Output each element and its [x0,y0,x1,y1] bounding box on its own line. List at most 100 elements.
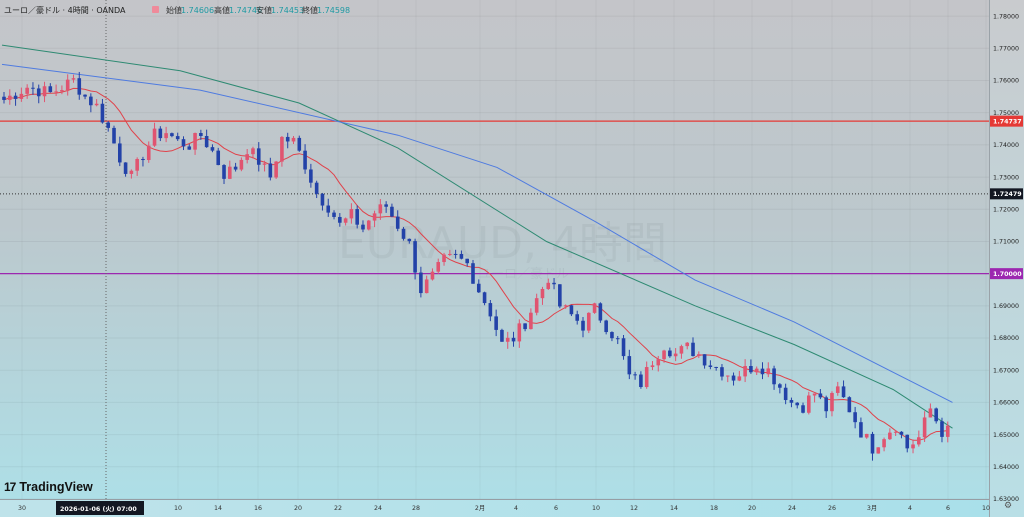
watermark-symbol: EURAUD, 4時間 [338,218,667,269]
candle-body [569,305,574,315]
x-tick-label: 14 [214,505,222,512]
time-axis[interactable] [0,499,989,517]
candle-body [291,137,296,142]
settings-gear-icon[interactable]: ⚙ [1004,501,1013,511]
candle-body [749,366,753,373]
candle-body [465,258,469,264]
candle-body [702,354,707,366]
x-tick-label: 30 [18,505,26,512]
candle-body [737,376,742,381]
candle-body [442,254,446,263]
candle-body [476,283,481,293]
candle-body [934,408,938,422]
tradingview-logo[interactable]: 17 TradingView [4,480,93,494]
mid-moving-average [1,63,953,403]
y-tick-label: 1.71000 [993,239,1019,246]
candle-body [807,395,811,413]
candle-body [245,154,249,160]
candle-body [673,353,678,357]
x-tick-label: 26 [828,505,836,512]
candle-body [685,342,690,347]
candle-body [256,148,261,165]
candle-body [546,282,551,289]
high-value: 1.74746 [229,6,262,15]
x-tick-label: 22 [334,505,342,512]
y-tick-label: 1.77000 [993,45,1019,52]
candle-body [390,206,394,217]
x-tick-label: 6 [946,505,950,512]
candle-body [100,103,105,123]
candle-body [204,136,209,148]
close-label: 終値 [302,5,318,15]
candle-body [488,303,493,317]
candle-body [581,320,585,331]
y-tick-label: 1.68000 [993,335,1019,342]
candle-body [754,368,759,373]
candle-body [801,405,805,413]
symbol-title: ユーロ／豪ドル · 4時間 · OANDA [4,5,126,15]
close-mark-icon[interactable] [152,6,159,13]
candle-body [772,368,776,385]
candle-body [691,342,695,357]
candle-body [627,356,632,375]
candle-body [812,393,817,396]
candle-body [222,165,226,179]
candle-body [621,338,626,357]
y-tick-label: 1.72000 [993,206,1019,213]
candle-body [523,323,527,330]
candle-body [123,162,128,174]
candle-body [575,314,580,321]
candle-body [459,253,464,259]
candle-body [25,87,29,94]
candle-body [841,386,846,398]
candle-body [558,284,562,307]
candle-body [708,365,713,367]
short-moving-average [3,87,948,441]
x-tick-label: 10 [982,505,990,512]
candles [2,71,950,461]
low-label: 安値 [256,5,272,15]
candle-body [615,338,620,340]
candle-body [563,305,568,307]
candle-body [876,447,881,454]
y-tick-label: 1.76000 [993,78,1019,85]
candle-body [19,93,24,99]
candle-body [228,166,232,179]
candle-body [338,216,342,223]
x-tick-label: 4 [908,505,912,512]
y-tick-label: 1.78000 [993,13,1019,20]
purple-line-price-label-bg [990,268,1023,280]
candle-body [766,368,771,375]
candle-body [859,422,863,438]
candle-body [940,421,944,437]
candle-body [413,241,417,273]
open-value: 1.74606 [181,6,214,15]
candle-body [795,402,800,406]
close-value: 1.74598 [317,6,350,15]
candle-body [77,78,82,95]
grid-lines [0,15,989,500]
candle-body [604,320,608,333]
low-value: 1.74453 [271,6,304,15]
plot-area[interactable] [0,0,989,499]
candle-body [262,163,267,165]
candle-body [430,271,435,280]
candle-body [129,170,134,174]
y-tick-label: 1.63000 [993,496,1019,503]
candle-body [297,137,302,151]
candle-body [529,312,533,330]
candle-body [361,224,365,230]
horizontal-lines [0,120,989,275]
candle-body [332,212,336,217]
candle-body [760,368,765,375]
logo-mark-icon: 17 [4,480,16,494]
long-moving-average [1,44,953,429]
candle-body [395,216,400,229]
candle-body [453,253,458,255]
candle-body [280,136,284,162]
candle-body [13,95,18,99]
candle-body [482,292,487,304]
candle-body [945,425,950,437]
candle-body [89,96,93,106]
price-axis[interactable] [989,0,1024,517]
